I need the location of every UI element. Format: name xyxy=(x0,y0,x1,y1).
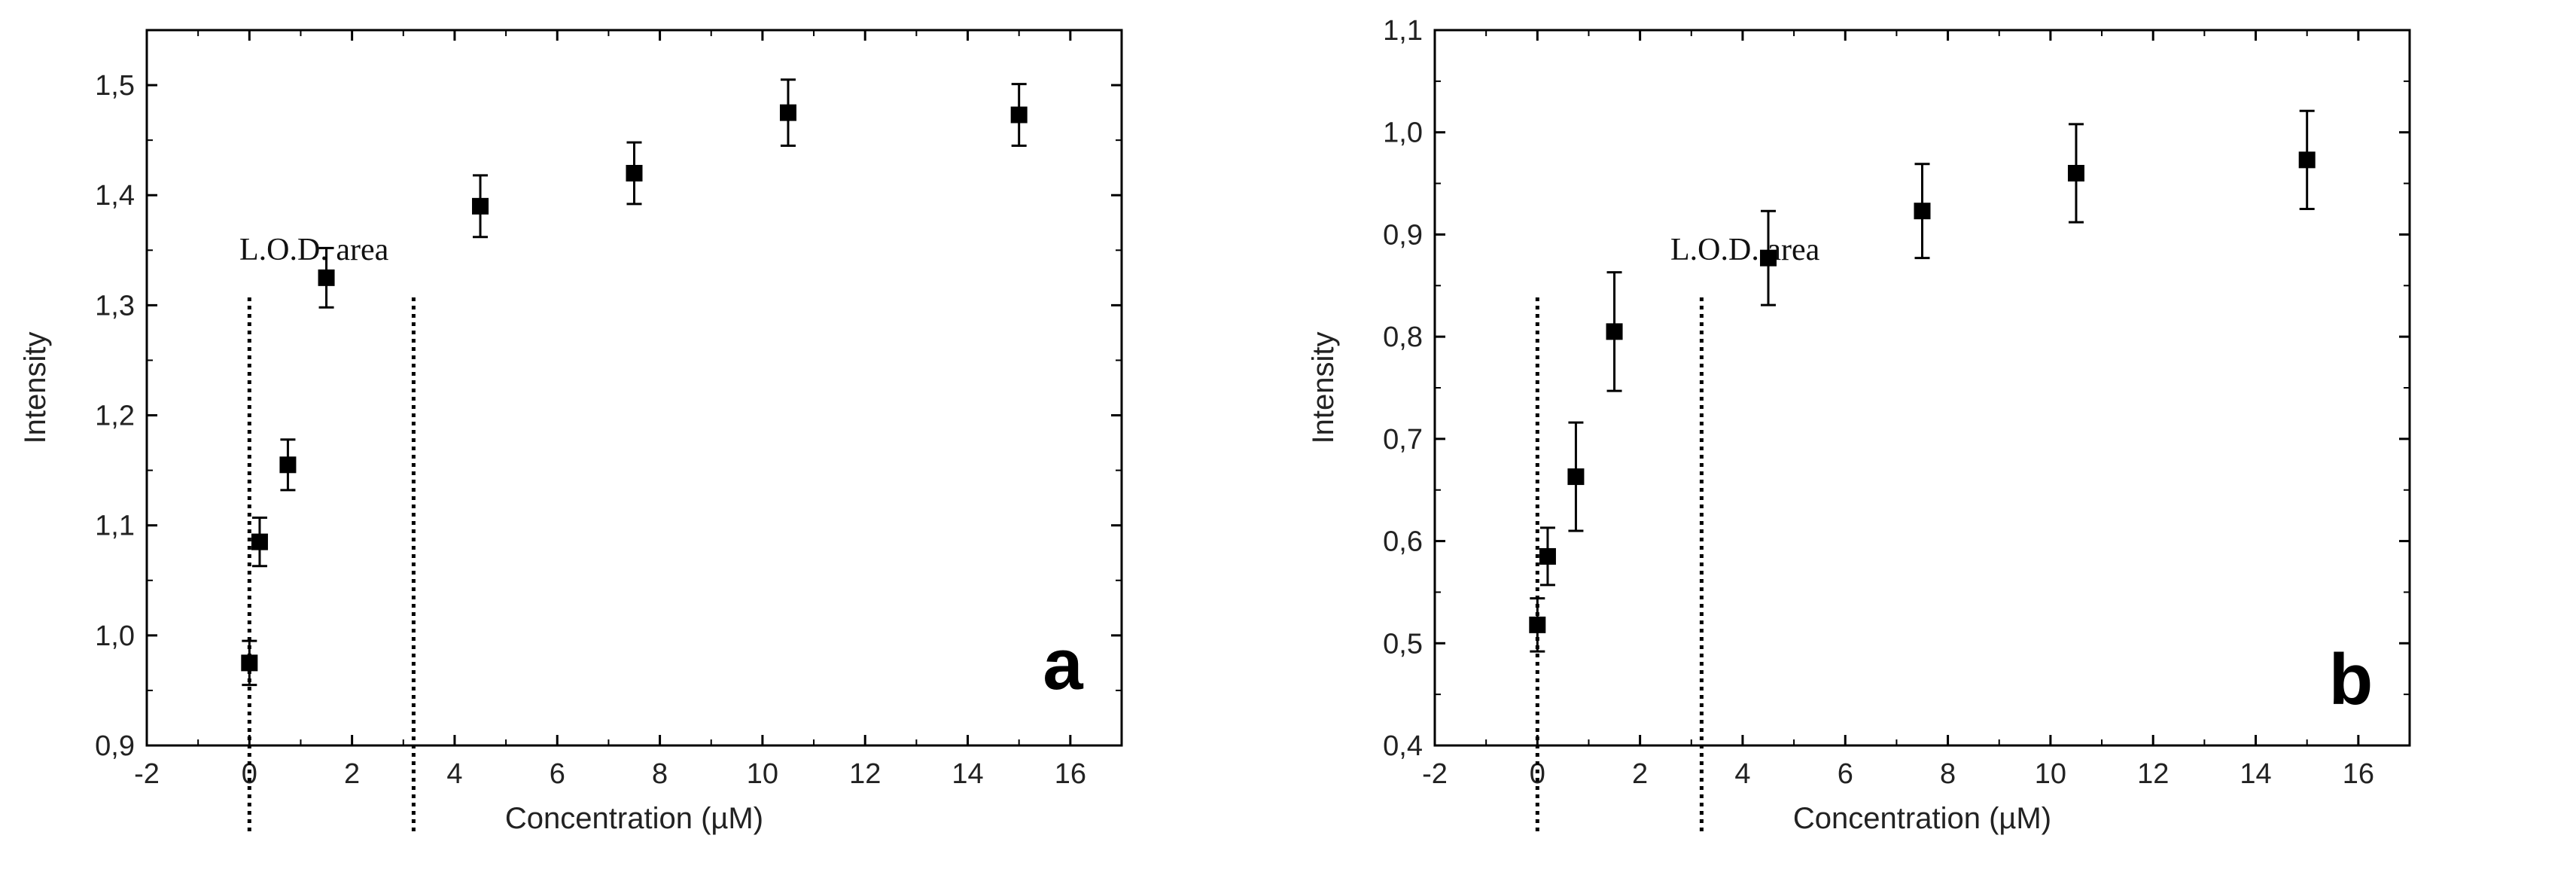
x-axis-title: Concentration (µM) xyxy=(505,802,763,835)
x-axis-title: Concentration (µM) xyxy=(1793,802,2051,835)
data-point xyxy=(1010,106,1028,123)
x-tick-label: 4 xyxy=(1734,758,1750,790)
y-tick-label: 1,3 xyxy=(95,290,135,322)
x-tick-label: 8 xyxy=(1940,758,1956,790)
y-tick-label: 0,5 xyxy=(1383,628,1423,660)
chart-panel-b: -2 0 2 4 6 8 10 12 14 16 0,4 0,5 0,6 0,7 0,8 0,9 1,0 1,1 C… xyxy=(1288,0,2576,881)
data-point xyxy=(2067,165,2084,181)
y-tick-label: 0,9 xyxy=(1383,219,1423,251)
chart-a: -2 0 2 4 6 8 10 12 14 16 0,9 1,0 1,1 1,2 1,3 1,4 1,5 Conc… xyxy=(19,29,1123,836)
y-tick-label: 0,4 xyxy=(1383,730,1423,762)
y-tick-label: 0,8 xyxy=(1383,322,1423,353)
x-tick-label: 12 xyxy=(2137,758,2169,790)
data-point xyxy=(626,165,643,181)
x-tick-label: 6 xyxy=(1838,758,1853,790)
x-tick-label: -2 xyxy=(134,758,160,790)
y-tick-label: 0,9 xyxy=(95,730,135,762)
data-point xyxy=(241,654,258,672)
y-tick-label: 1,0 xyxy=(95,620,135,652)
data-point xyxy=(279,456,297,474)
data-point xyxy=(779,104,796,121)
data-point xyxy=(472,197,489,215)
data-point xyxy=(1567,468,1585,486)
x-tick-label: 12 xyxy=(849,758,881,790)
x-tick-label: 2 xyxy=(1632,758,1648,790)
chart-panel-a: -2 0 2 4 6 8 10 12 14 16 0,9 1,0 1,1 1,2 1,3 1,4 1,5 Conc… xyxy=(19,29,1123,836)
x-tick-label: 2 xyxy=(344,758,360,790)
data-point xyxy=(1539,547,1556,565)
x-tick-label: -2 xyxy=(1422,758,1448,790)
panel-letter: a xyxy=(1043,624,1083,705)
data-point xyxy=(1606,323,1623,340)
data-point xyxy=(318,269,335,286)
x-tick-label: 16 xyxy=(1055,758,1086,790)
y-tick-label: 0,7 xyxy=(1383,424,1423,456)
x-tick-label: 14 xyxy=(952,758,983,790)
panel-letter: b xyxy=(2329,639,2374,720)
x-tick-label: 4 xyxy=(446,758,462,790)
x-tick-label: 10 xyxy=(2035,758,2066,790)
lod-annotation: L.O.D. area xyxy=(239,233,389,267)
y-tick-label: 0,6 xyxy=(1383,526,1423,558)
chart-b: -2 0 2 4 6 8 10 12 14 16 0,4 0,5 0,6 0,7 0,8 0,9 1,0 1,1 C… xyxy=(1307,15,2411,836)
x-tick-label: 6 xyxy=(550,758,565,790)
x-tick-label: 14 xyxy=(2240,758,2271,790)
data-point xyxy=(2298,151,2316,169)
x-tick-label: 0 xyxy=(1530,758,1545,790)
plot-frame xyxy=(1433,29,2411,747)
y-tick-label: 1,0 xyxy=(1383,117,1423,149)
y-tick-label: 1,2 xyxy=(95,401,135,432)
x-tick-label: 8 xyxy=(652,758,668,790)
x-tick-label: 0 xyxy=(242,758,257,790)
y-tick-label: 1,1 xyxy=(1383,15,1423,47)
x-tick-label: 10 xyxy=(747,758,778,790)
lod-annotation: L.O.D. area xyxy=(1670,233,1820,267)
y-tick-label: 1,4 xyxy=(95,180,135,212)
data-point xyxy=(1914,203,1931,220)
y-axis-title: Intensity xyxy=(1307,332,1340,444)
data-point xyxy=(1760,249,1777,267)
y-axis-title: Intensity xyxy=(19,332,52,444)
y-tick-label: 1,5 xyxy=(95,70,135,102)
plot-frame xyxy=(145,29,1123,747)
x-tick-label: 16 xyxy=(2343,758,2374,790)
y-tick-label: 1,1 xyxy=(95,511,135,542)
data-point xyxy=(1529,616,1546,633)
data-point xyxy=(251,533,268,550)
